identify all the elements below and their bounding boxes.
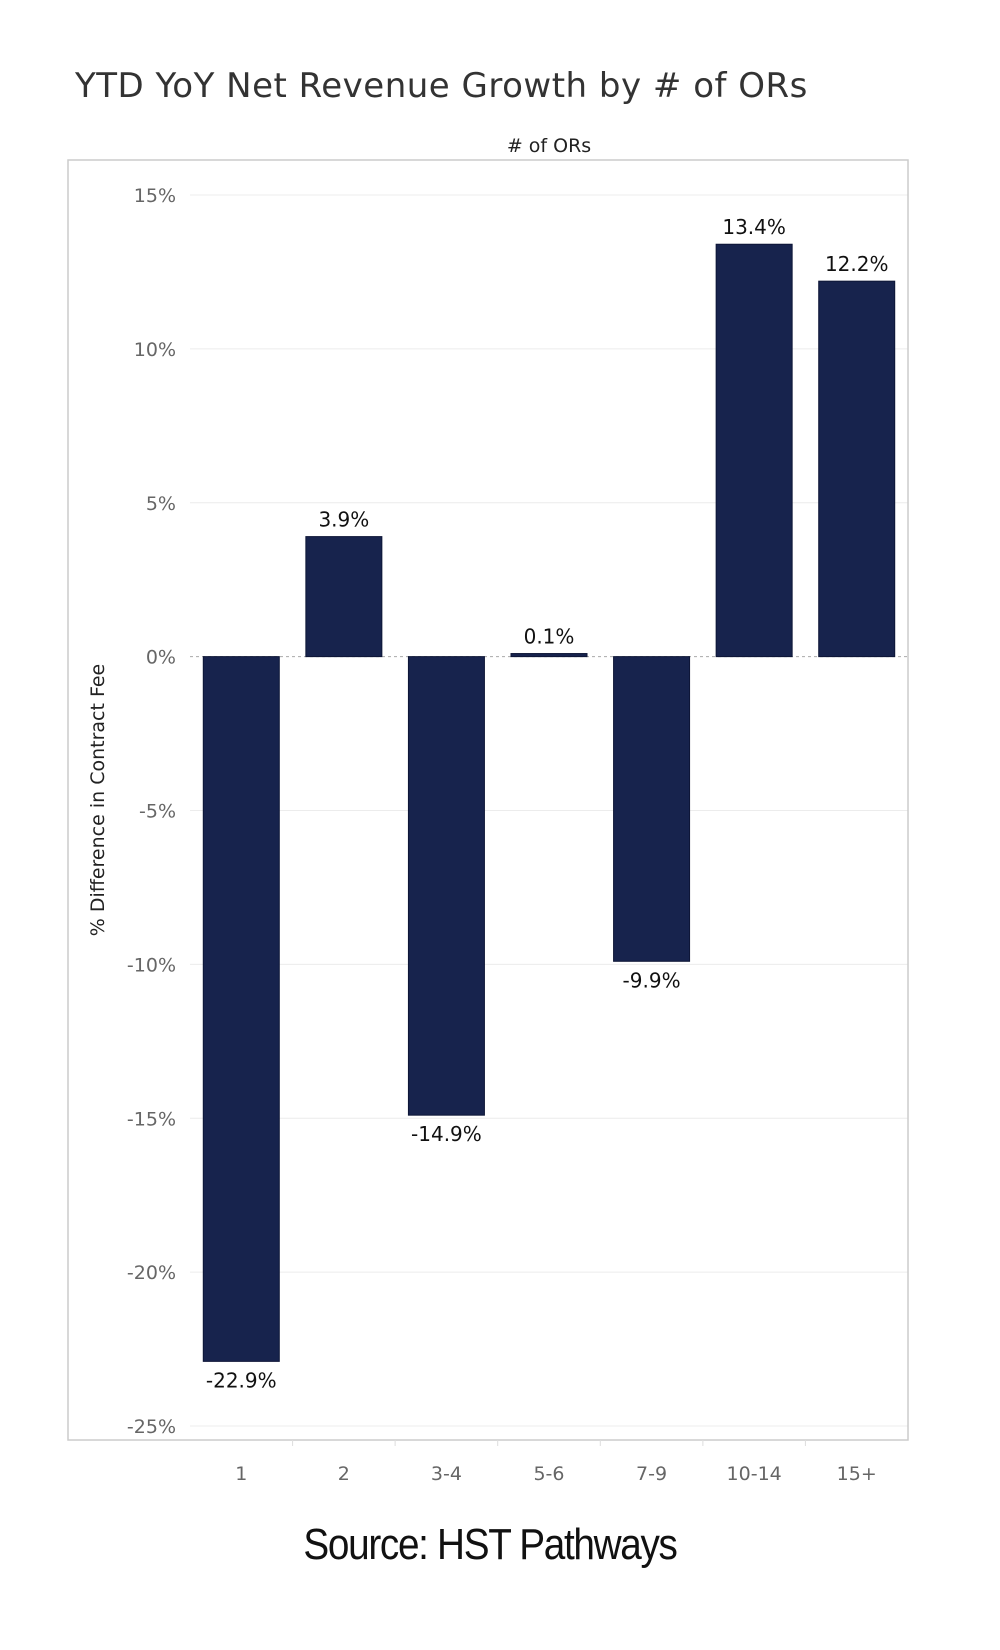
y-tick-label: 5% bbox=[146, 493, 176, 515]
bars bbox=[202, 243, 896, 1362]
data-label-2: 3.9% bbox=[318, 508, 369, 532]
y-axis-title: % Difference in Contract Fee bbox=[87, 664, 109, 937]
bar-3-4[interactable] bbox=[407, 656, 485, 1116]
y-tick-label: -15% bbox=[127, 1108, 176, 1130]
x-tick-label-2: 2 bbox=[338, 1463, 350, 1485]
bar-5-6[interactable] bbox=[510, 653, 588, 658]
y-tick-label: 15% bbox=[134, 185, 176, 207]
gridlines bbox=[190, 194, 908, 1427]
y-tick-label: 0% bbox=[146, 647, 176, 669]
data-label-7-9: -9.9% bbox=[623, 968, 681, 992]
data-label-15+: 12.2% bbox=[825, 252, 889, 276]
y-tick-label: -10% bbox=[127, 954, 176, 976]
plot-frame bbox=[67, 159, 909, 1441]
data-label-3-4: -14.9% bbox=[411, 1122, 482, 1146]
bar-10-14[interactable] bbox=[715, 243, 793, 658]
x-tick-label-15+: 15+ bbox=[837, 1463, 877, 1485]
chart-title: YTD YoY Net Revenue Growth by # of ORs bbox=[75, 66, 808, 106]
bar-7-9[interactable] bbox=[613, 656, 691, 962]
bar-1[interactable] bbox=[202, 656, 280, 1362]
y-tick-labels: 15% 10% 5% 0% -5% -10% -15% -20% -25% bbox=[127, 185, 176, 1438]
y-tick-label: -5% bbox=[139, 801, 176, 823]
bar-15+[interactable] bbox=[818, 280, 896, 658]
x-tick-label-5-6: 5-6 bbox=[533, 1463, 564, 1485]
bar-chart: -22.9%3.9%-14.9%0.1%-9.9%13.4%12.2% 15%1… bbox=[67, 135, 909, 1485]
source-caption: Source: HST Pathways bbox=[303, 1520, 677, 1569]
data-labels: -22.9% 3.9% -14.9% 0.1% -9.9% 13.4% 12.2% bbox=[206, 215, 889, 1392]
x-tick-label-10-14: 10-14 bbox=[727, 1463, 782, 1485]
x-tick-labels: 1 2 3-4 5-6 7-9 10-14 15+ bbox=[235, 1440, 877, 1485]
bar-2[interactable] bbox=[305, 536, 383, 658]
x-tick-label-3-4: 3-4 bbox=[431, 1463, 462, 1485]
data-label-5-6: 0.1% bbox=[524, 625, 575, 649]
data-label-10-14: 13.4% bbox=[722, 215, 786, 239]
y-tick-label: 10% bbox=[134, 339, 176, 361]
x-tick-label-1: 1 bbox=[235, 1463, 247, 1485]
y-tick-label: -25% bbox=[127, 1416, 176, 1438]
x-axis-title: # of ORs bbox=[507, 135, 591, 157]
y-tick-label: -20% bbox=[127, 1262, 176, 1284]
x-tick-label-7-9: 7-9 bbox=[636, 1463, 667, 1485]
data-label-1: -22.9% bbox=[206, 1368, 277, 1392]
